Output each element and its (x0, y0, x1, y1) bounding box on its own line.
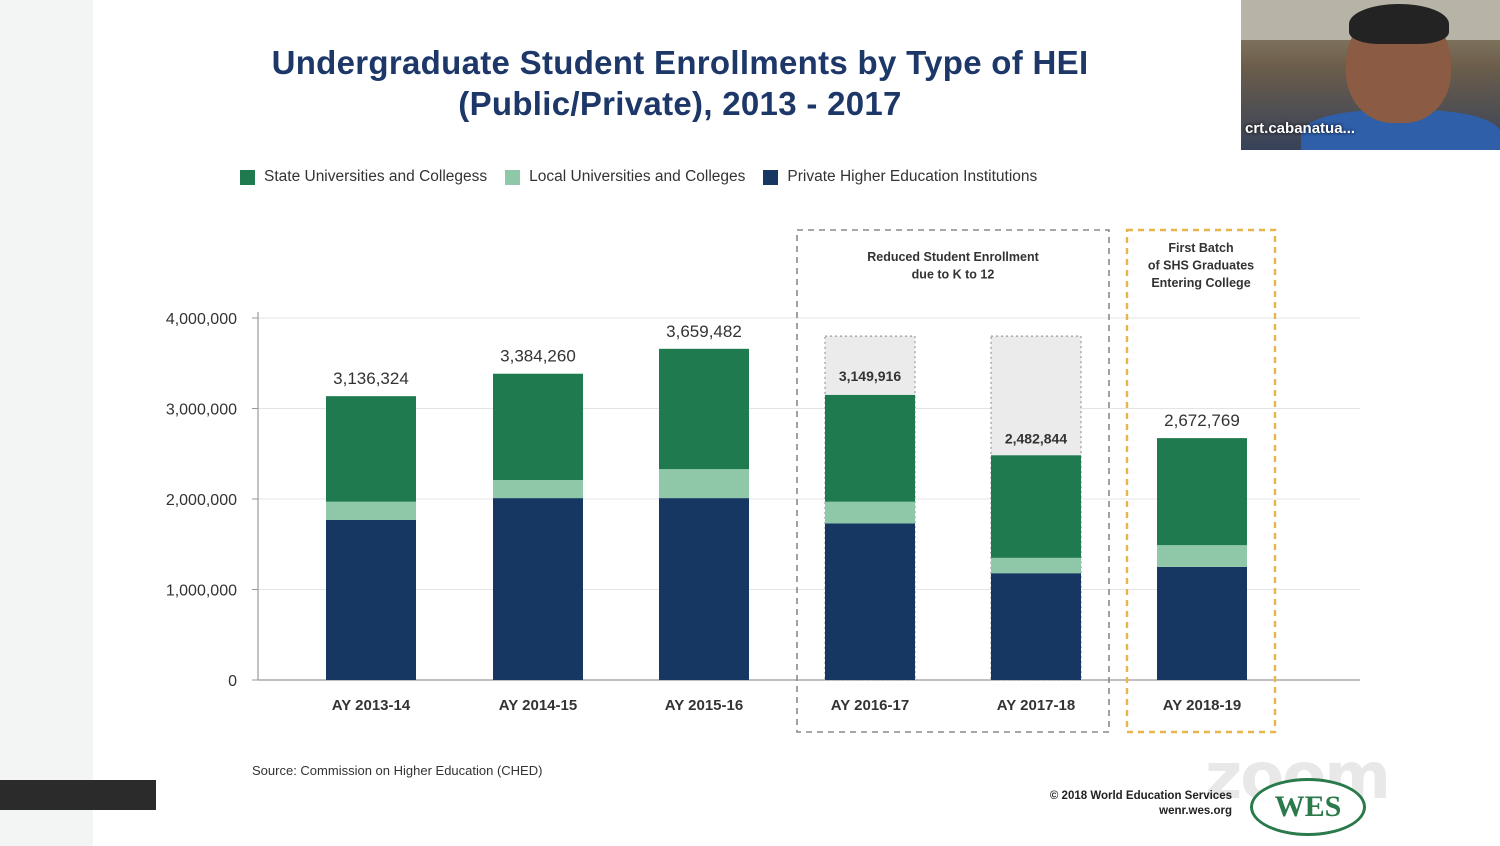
bar-segment-private (825, 523, 915, 680)
y-tick-label: 4,000,000 (166, 311, 237, 328)
annotation-box (796, 229, 1110, 733)
bar-segment-private (991, 573, 1081, 680)
annotation-text: of SHS Graduates (1148, 259, 1254, 273)
x-tick-label: AY 2015-16 (665, 697, 743, 714)
bar-segment-suc (493, 373, 583, 480)
legend-swatch-suc (240, 169, 255, 185)
x-tick-label: AY 2014-15 (499, 697, 577, 714)
chart-title: Undergraduate Student Enrollments by Typ… (180, 42, 1180, 124)
x-tick-label: AY 2018-19 (1163, 697, 1241, 714)
legend-label-luc: Local Universities and Colleges (529, 168, 746, 185)
x-tick-label: AY 2013-14 (332, 697, 411, 714)
bar-total-label: 3,384,260 (500, 347, 576, 366)
bar-segment-suc (659, 348, 749, 470)
bar-segment-suc (825, 394, 915, 502)
bar-segment-suc (991, 455, 1081, 558)
source-note: Source: Commission on Higher Education (… (252, 763, 543, 778)
copyright-line: © 2018 World Education Services (1049, 790, 1232, 802)
bar-segment-luc (659, 469, 749, 499)
participant-hair (1349, 4, 1449, 44)
bar-total-label: 3,136,324 (333, 369, 409, 388)
bar-segment-luc (1157, 545, 1247, 567)
annotation-box (1125, 228, 1277, 734)
legend-label-suc: State Universities and Collegess (264, 168, 488, 185)
chart-title-line-2: (Public/Private), 2013 - 2017 (458, 85, 902, 122)
participant-video-tile[interactable]: crt.cabanatua... (1241, 0, 1500, 150)
wes-logo: WES (1250, 778, 1366, 836)
y-tick-label: 3,000,000 (166, 402, 237, 419)
legend-swatch-private (763, 169, 779, 185)
bar-total-label: 3,149,916 (839, 368, 901, 384)
bar-total-label: 3,659,482 (666, 322, 742, 341)
legend-item-private: Private Higher Education Institutions (763, 168, 1037, 186)
annotation-text: due to K to 12 (912, 268, 995, 282)
website-line: wenr.wes.org (1159, 805, 1232, 817)
legend-swatch-luc (505, 169, 521, 185)
bar-segment-private (659, 498, 749, 680)
legend-item-suc: State Universities and Collegess (240, 168, 487, 186)
y-tick-label: 0 (228, 673, 237, 690)
bar-total-label: 2,482,844 (1005, 430, 1067, 446)
legend-item-luc: Local Universities and Colleges (505, 168, 745, 186)
chart-title-line-1: Undergraduate Student Enrollments by Typ… (271, 44, 1089, 81)
bar-segment-suc (1157, 438, 1247, 546)
legend-label-private: Private Higher Education Institutions (787, 168, 1038, 185)
y-tick-label: 1,000,000 (166, 583, 237, 600)
annotation-text: First Batch (1168, 241, 1233, 255)
bar-segment-luc (493, 479, 583, 499)
annotation-text: Entering College (1151, 276, 1250, 290)
y-tick-label: 2,000,000 (166, 492, 237, 509)
x-tick-label: AY 2017-18 (997, 697, 1075, 714)
x-tick-label: AY 2016-17 (831, 697, 909, 714)
chart-legend: State Universities and Collegess Local U… (240, 168, 1037, 186)
bar-segment-luc (991, 557, 1081, 574)
bar-total-label: 2,672,769 (1164, 411, 1240, 430)
bar-segment-suc (326, 396, 416, 502)
bar-segment-private (326, 519, 416, 680)
bar-segment-private (1157, 566, 1247, 680)
bar-segment-luc (326, 501, 416, 520)
copyright-note: © 2018 World Education Services wenr.wes… (960, 789, 1232, 819)
bar-segment-private (493, 498, 583, 680)
annotation-text: Reduced Student Enrollment (867, 250, 1039, 264)
screen-share-toolbar-fragment (0, 780, 156, 810)
participant-name-label: crt.cabanatua... (1245, 120, 1356, 137)
bar-segment-luc (825, 501, 915, 524)
